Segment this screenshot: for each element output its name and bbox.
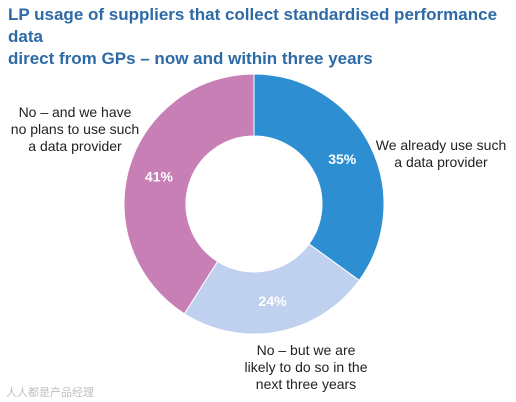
value-label-likely-three-years: 24% bbox=[259, 293, 288, 309]
category-label-already-use: We already use such a data provider bbox=[375, 137, 507, 170]
value-label-no-plans: 41% bbox=[145, 168, 174, 184]
slice-already-use bbox=[253, 73, 385, 282]
watermark: 人人都是产品经理 bbox=[6, 387, 94, 399]
category-label-likely-three-years: No – but we are likely to do so in the n… bbox=[244, 342, 368, 392]
category-label-no-plans: No – and we have no plans to use such a … bbox=[10, 104, 140, 154]
value-label-already-use: 35% bbox=[328, 151, 357, 167]
slice-no-plans bbox=[123, 73, 255, 315]
chart-title: LP usage of suppliers that collect stand… bbox=[8, 5, 498, 68]
slice-likely-three-years bbox=[183, 243, 360, 335]
